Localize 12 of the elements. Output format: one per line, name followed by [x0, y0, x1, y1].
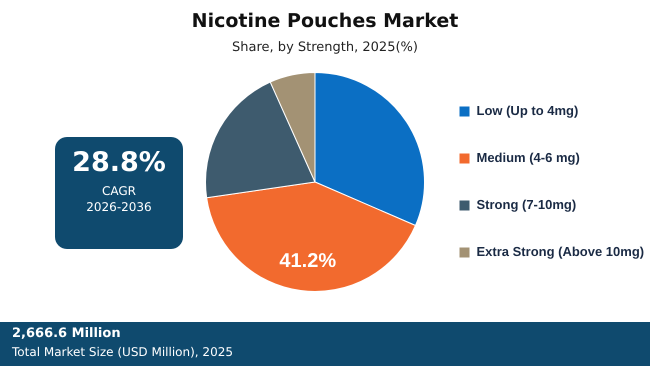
chart-title: Nicotine Pouches Market [190, 10, 460, 32]
text: 28.8% [71, 147, 167, 178]
data-label: 41.2% [279, 250, 336, 272]
legend-label: Medium (4-6 mg) [476, 150, 580, 166]
text: Total Market Size (USD Million), 2025 [12, 345, 233, 359]
text: 2026-2036 [85, 200, 153, 214]
legend-label: Extra Strong (Above 10mg) [476, 244, 644, 260]
chart-subtitle: Share, by Strength, 2025(%) [231, 40, 419, 55]
legend-label: Strong (7-10mg) [476, 197, 576, 212]
legend-label: Low (Up to 4mg) [476, 103, 578, 118]
text: 2,666.6 Million [12, 326, 121, 341]
text: CAGR [100, 184, 137, 198]
